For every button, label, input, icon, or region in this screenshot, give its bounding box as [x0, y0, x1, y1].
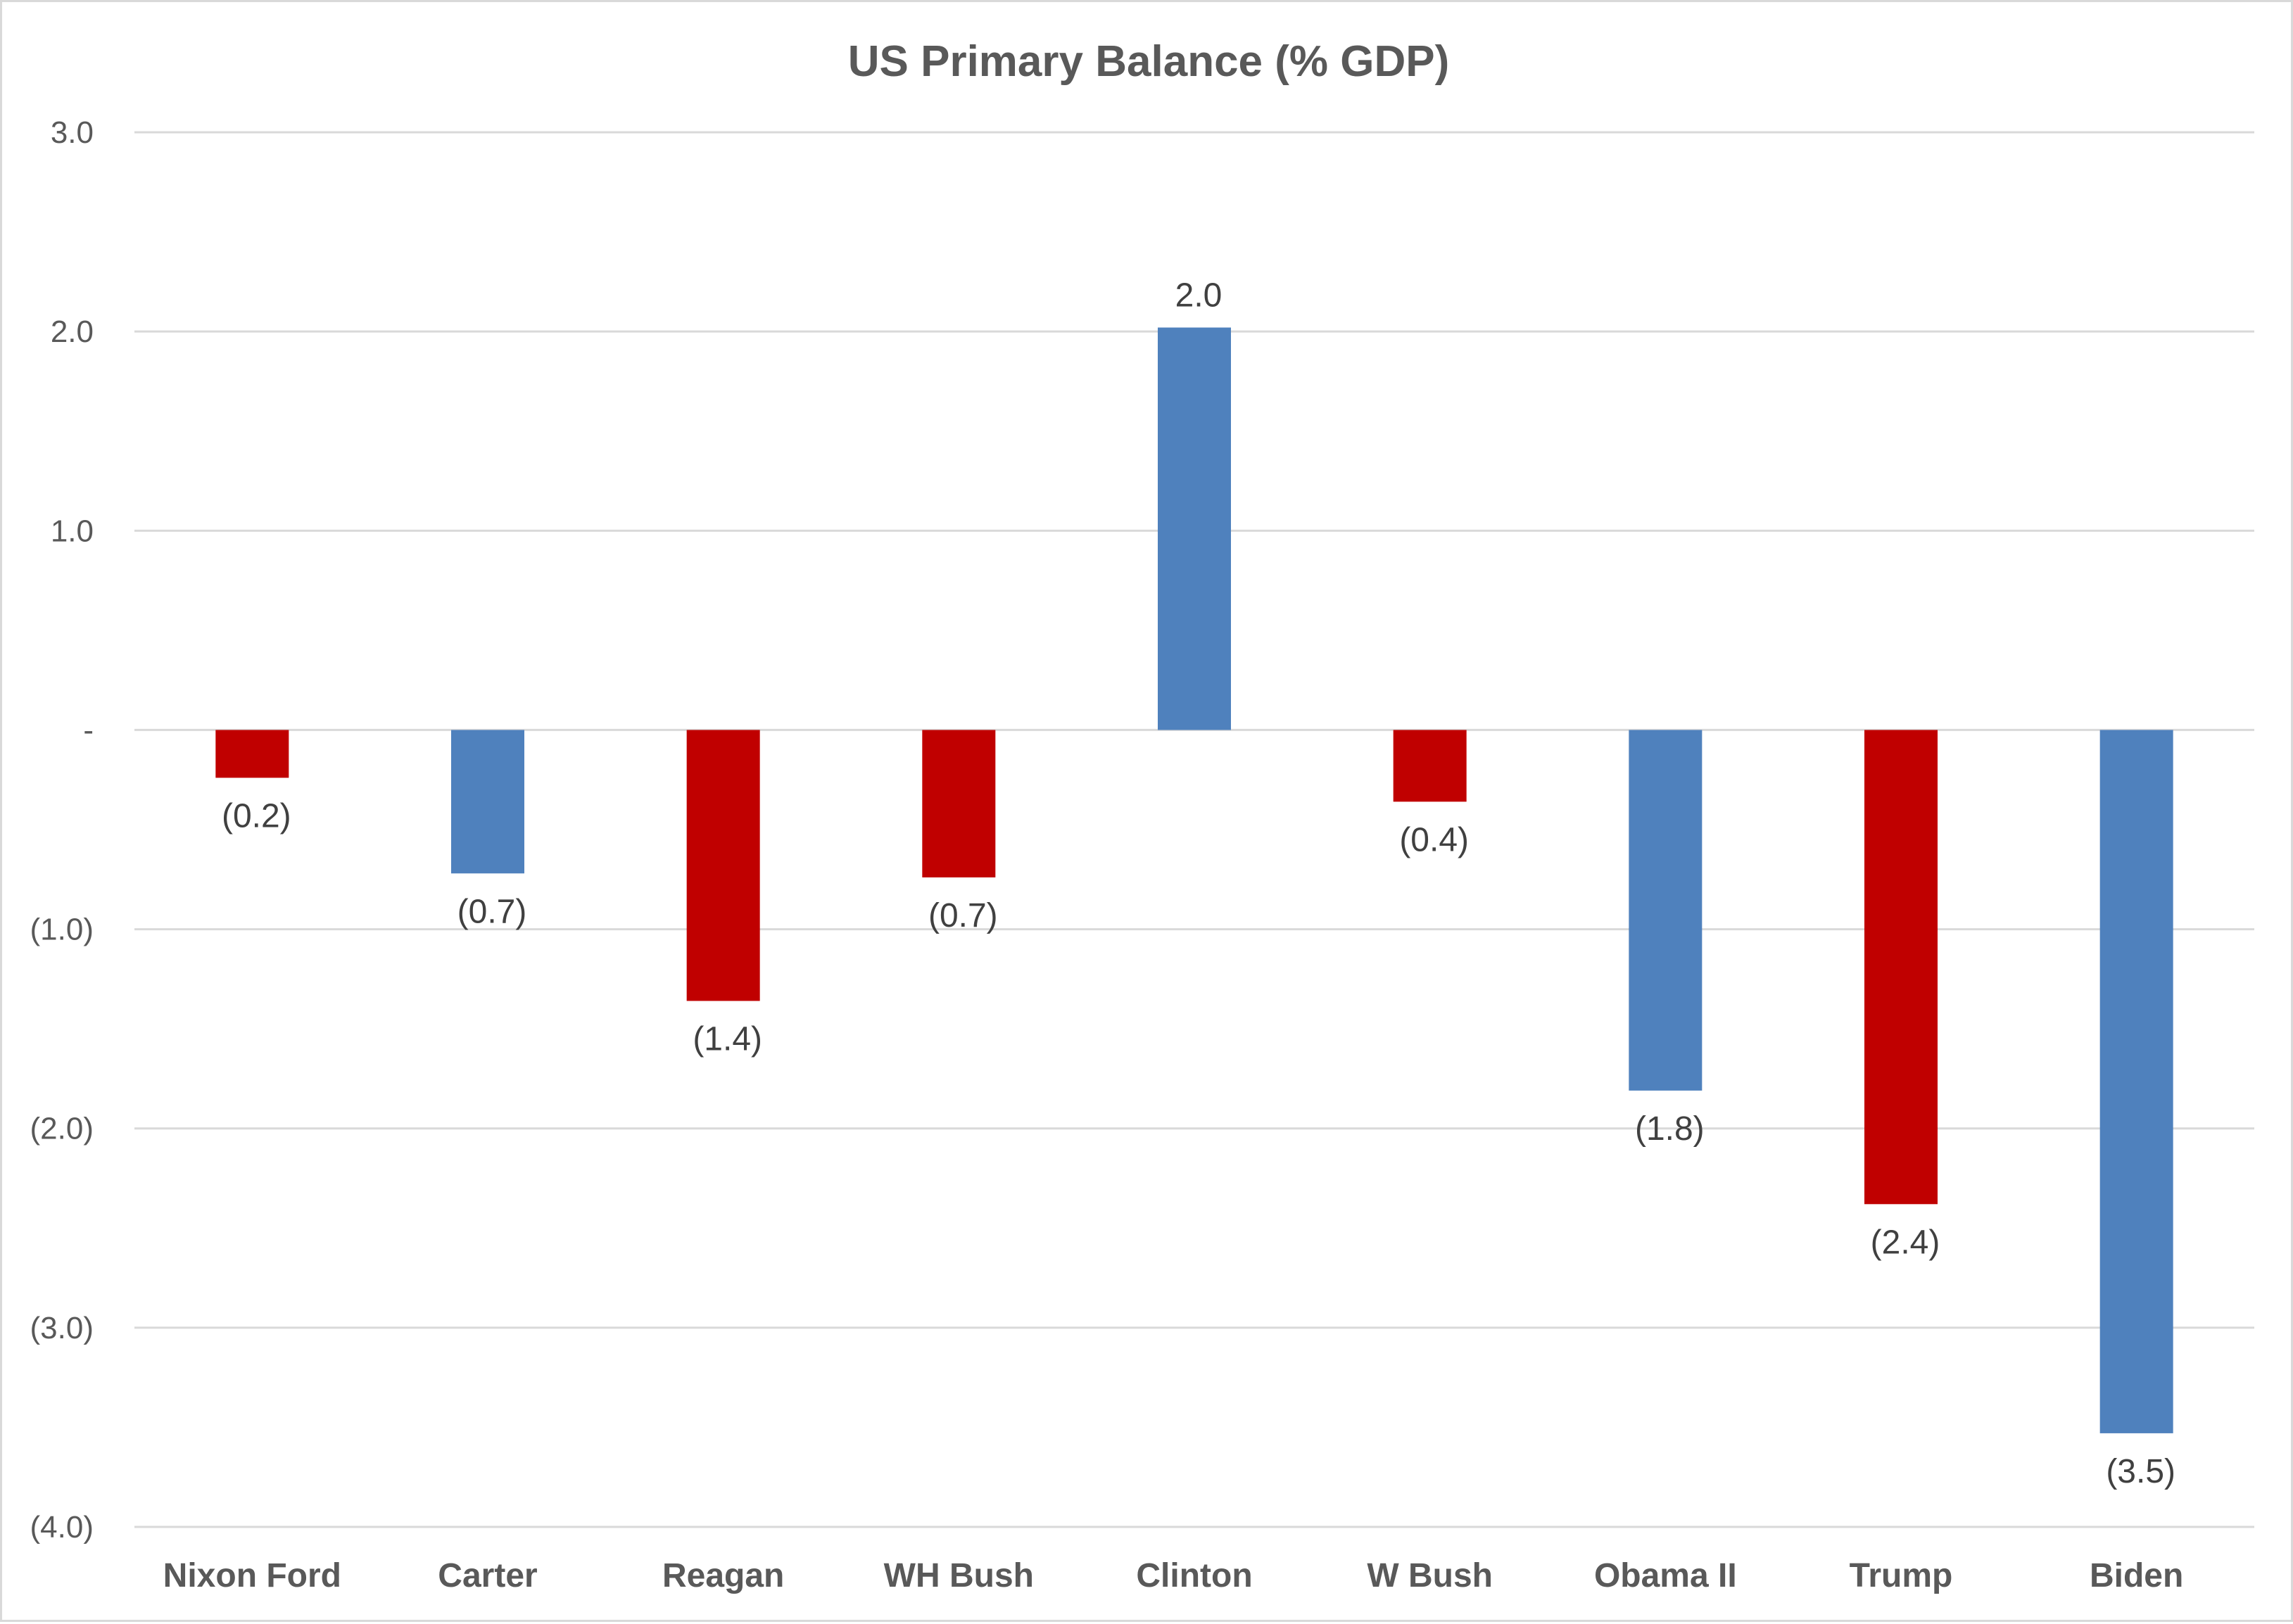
bar-wh-bush [922, 730, 996, 877]
y-axis-ticks: 3.0 2.0 1.0 - (1.0) (2.0) (3.0) (4.0) [30, 115, 94, 1544]
y-tick-label: 3.0 [51, 115, 94, 150]
bar-carter [451, 730, 524, 874]
bar-trump [1864, 730, 1938, 1205]
bars [215, 327, 2173, 1433]
y-tick-label: - [83, 713, 94, 747]
data-label: (0.7) [928, 897, 998, 934]
y-tick-label: (3.0) [30, 1311, 94, 1345]
data-label: (1.4) [693, 1021, 762, 1058]
data-label: (3.5) [2106, 1453, 2175, 1490]
y-tick-label: 2.0 [51, 315, 94, 349]
data-label: (2.4) [1871, 1224, 1940, 1261]
data-label: (1.8) [1635, 1110, 1705, 1148]
y-tick-label: (1.0) [30, 913, 94, 947]
x-axis-ticks: Nixon Ford Carter Reagan WH Bush Clinton W Bu… [163, 1557, 2184, 1594]
x-tick-label: Nixon Ford [163, 1557, 341, 1594]
x-tick-label: W Bush [1367, 1557, 1493, 1594]
x-tick-label: WH Bush [884, 1557, 1034, 1594]
bar-obama-ii [1629, 730, 1703, 1091]
bar-w-bush [1393, 730, 1467, 802]
x-tick-label: Clinton [1136, 1557, 1252, 1594]
data-label: (0.2) [222, 797, 291, 835]
x-tick-label: Biden [2090, 1557, 2183, 1594]
data-label: (0.4) [1399, 821, 1469, 858]
y-tick-label: (4.0) [30, 1510, 94, 1544]
data-label: (0.7) [457, 893, 527, 930]
y-tick-label: 1.0 [51, 514, 94, 548]
x-tick-label: Reagan [662, 1557, 784, 1594]
x-tick-label: Obama II [1594, 1557, 1737, 1594]
data-label: 2.0 [1175, 277, 1223, 314]
bar-clinton [1158, 327, 1231, 730]
bar-nixon-ford [215, 730, 289, 778]
x-tick-label: Carter [438, 1557, 537, 1594]
data-labels: (0.2) (0.7) (1.4) (0.7) 2.0 (0.4) (1.8) (2.4) (3… [222, 277, 2175, 1490]
chart-title: US Primary Balance (% GDP) [848, 37, 1450, 86]
bar-biden [2099, 730, 2173, 1433]
bar-reagan [686, 730, 760, 1001]
y-tick-label: (2.0) [30, 1112, 94, 1146]
x-tick-label: Trump [1850, 1557, 1953, 1594]
